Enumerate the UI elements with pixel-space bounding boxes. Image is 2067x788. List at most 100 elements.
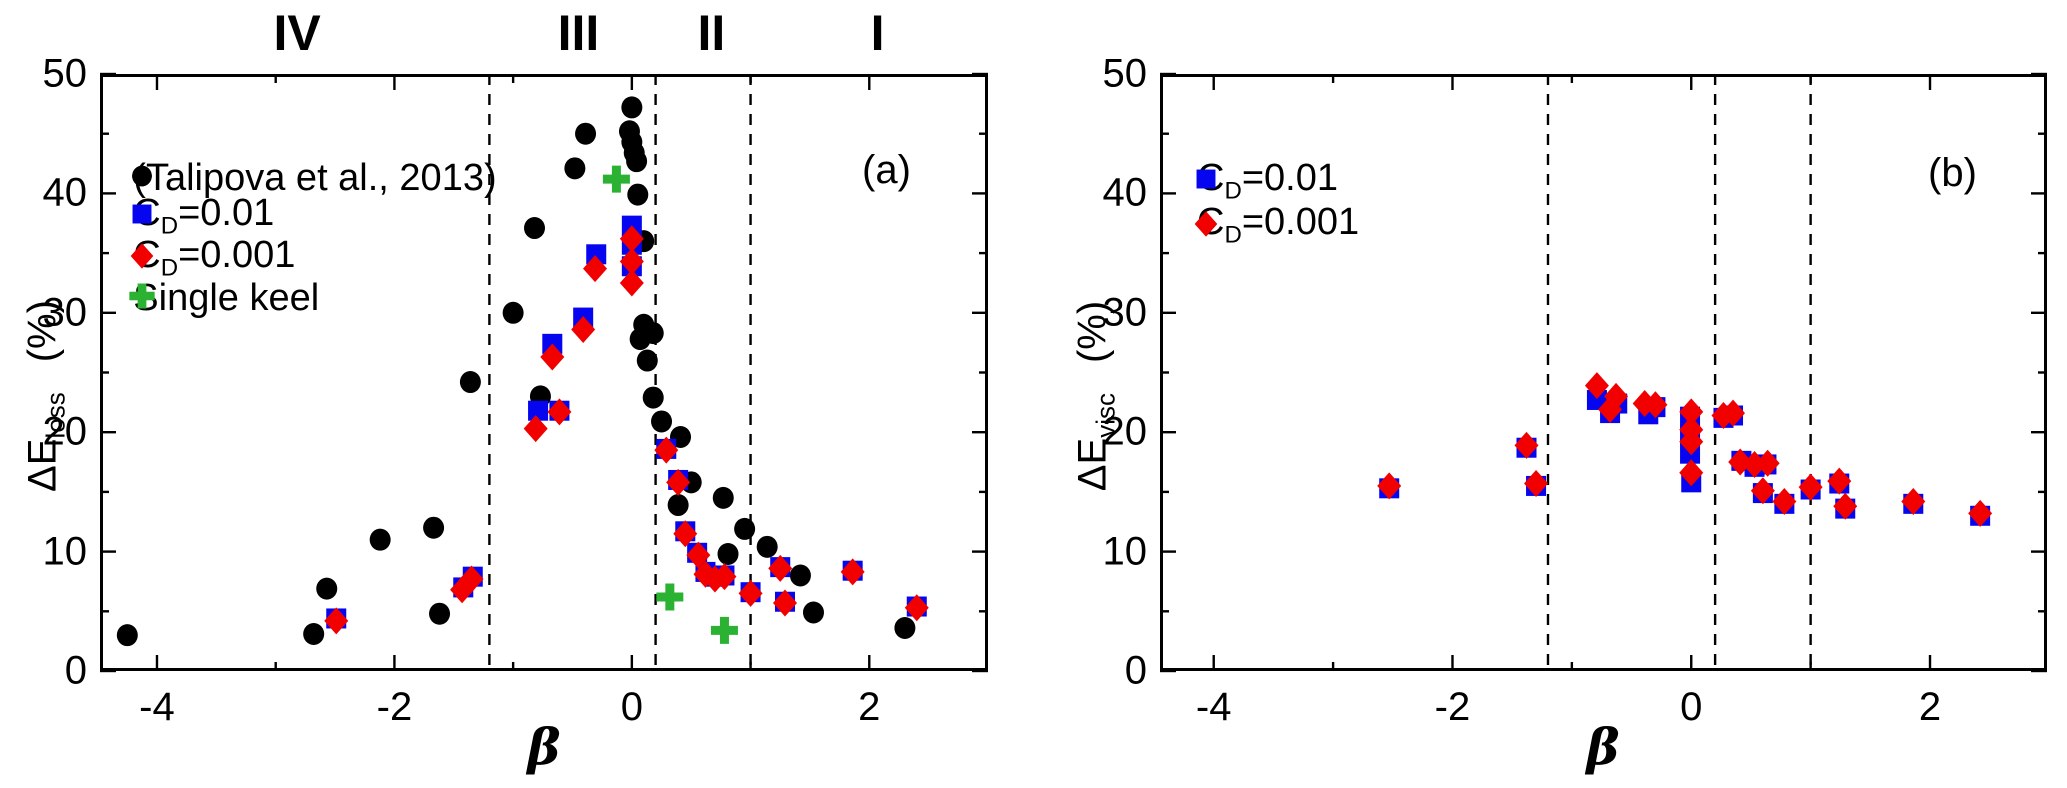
data-point-circle xyxy=(316,577,338,600)
data-point-diamond xyxy=(666,468,691,496)
data-point-circle xyxy=(524,217,546,240)
data-point-circle xyxy=(502,301,524,324)
data-point-diamond xyxy=(1827,467,1852,495)
x-axis-label-b: β xyxy=(1586,717,1620,776)
data-point-circle xyxy=(575,122,597,145)
x-tick-label: -4 xyxy=(1195,685,1232,729)
y-tick-label: 20 xyxy=(42,409,88,454)
y-tick-label: 10 xyxy=(42,529,88,574)
legend-square-icon xyxy=(132,204,152,224)
x-tick-label: 0 xyxy=(1680,685,1703,729)
data-point-diamond xyxy=(1679,398,1704,426)
data-point-circle xyxy=(712,486,734,509)
legend-label-subscript: D xyxy=(160,254,179,282)
data-point-diamond xyxy=(540,343,565,371)
y-tick-label: 40 xyxy=(1102,170,1148,215)
data-point-diamond xyxy=(571,316,596,344)
panel-label-b: (b) xyxy=(1928,151,1977,195)
plot-panel-a: -4 -2 0 2 0 10 20 30 40 50 IV III II I (Talipova et al… xyxy=(43,8,988,729)
y-tick-label: 50 xyxy=(1102,51,1148,96)
data-point-diamond xyxy=(450,576,475,604)
y-axis-label-b-unit: (%) xyxy=(1070,300,1115,364)
data-point-circle xyxy=(116,624,138,647)
data-point-diamond xyxy=(1679,459,1704,487)
data-point-diamond xyxy=(619,225,644,253)
y-tick-label: 10 xyxy=(1102,529,1148,574)
legend-label-subscript: D xyxy=(1224,221,1242,249)
data-point-diamond xyxy=(772,589,797,617)
plot-frame xyxy=(1160,74,2047,671)
data-point-diamond xyxy=(712,563,737,591)
legend-label-text: Single keel xyxy=(133,277,320,320)
legend-label: CD=0.001 xyxy=(133,236,295,281)
y-tick-label: 0 xyxy=(1124,648,1147,693)
regime-label-ii: II xyxy=(697,5,726,61)
legend-row: CD=0.001 xyxy=(127,236,295,280)
data-point-diamond xyxy=(654,436,679,464)
legend-label: CD=0.01 xyxy=(1197,159,1338,204)
data-point-circle xyxy=(627,183,649,206)
data-point-diamond xyxy=(1377,472,1402,500)
data-point-diamond xyxy=(1514,431,1539,459)
data-point-diamond xyxy=(523,415,548,443)
data-point-diamond xyxy=(459,565,484,593)
x-tick-label: -2 xyxy=(1434,685,1471,729)
data-point-circle xyxy=(626,150,648,173)
x-tick-label: -4 xyxy=(139,685,175,729)
plot-area-svg xyxy=(100,72,988,673)
y-tick-label: 40 xyxy=(42,170,88,215)
x-tick-label: 2 xyxy=(858,685,881,729)
data-point-diamond xyxy=(1524,470,1549,498)
data-point-circle xyxy=(621,96,643,119)
data-point-square xyxy=(586,244,607,265)
regime-label-iv: IV xyxy=(273,5,321,61)
plot-area-svg xyxy=(1160,72,2047,673)
data-point-diamond xyxy=(840,558,865,586)
legend-label-text: (Talipova et al., 2013) xyxy=(133,156,497,199)
plot-panel-b: -4-20201020304050CD=0.01CD=0.001 xyxy=(1103,52,2047,729)
legend-diamond-icon xyxy=(131,243,154,269)
legend-row: Single keel xyxy=(127,279,319,317)
x-axis-label-a: β xyxy=(527,717,561,776)
data-point-diamond xyxy=(1755,449,1780,477)
data-point-circle xyxy=(636,349,658,372)
legend-label-text: =0.01 xyxy=(178,191,275,234)
data-point-diamond xyxy=(619,247,644,275)
y-tick-label: 30 xyxy=(1102,290,1148,335)
data-point-diamond xyxy=(1901,487,1926,515)
data-point-circle xyxy=(459,371,481,394)
data-point-diamond xyxy=(738,579,763,607)
legend-label: CD=0.01 xyxy=(133,194,274,239)
data-point-diamond xyxy=(324,607,349,635)
diamond-marker xyxy=(1194,211,1218,237)
legend-square-icon xyxy=(1196,170,1216,189)
square-marker xyxy=(1196,170,1216,189)
legend-diamond-icon xyxy=(1194,211,1218,237)
data-point-circle xyxy=(369,528,391,551)
legend-row: CD=0.01 xyxy=(127,194,274,238)
y-axis-label-a-sub: loss xyxy=(40,392,71,439)
legend-row: CD=0.001 xyxy=(1191,203,1359,247)
legend-label-text: =0.001 xyxy=(1241,201,1360,244)
data-point-diamond xyxy=(1968,499,1993,527)
data-point-diamond xyxy=(583,255,608,283)
legend-label-subscript: D xyxy=(1224,177,1242,205)
regime-label-iii: III xyxy=(557,5,600,61)
data-point-diamond xyxy=(1833,492,1858,520)
legend-label-text: =0.001 xyxy=(178,233,296,276)
y-axis-label-a: ΔEloss (%) xyxy=(21,300,72,492)
data-point-circle xyxy=(717,542,739,565)
data-point-plus xyxy=(602,165,630,193)
y-tick-label: 0 xyxy=(64,648,87,693)
data-point-circle xyxy=(667,494,689,517)
data-point-square xyxy=(528,400,549,421)
x-tick-label: 2 xyxy=(1918,685,1942,729)
plus-marker xyxy=(129,283,155,310)
data-point-diamond xyxy=(904,594,929,622)
y-axis-label-a-main: ΔE xyxy=(20,438,65,492)
data-point-diamond xyxy=(1742,450,1767,478)
y-tick-label: 50 xyxy=(42,51,88,96)
y-axis-label-b-main: ΔE xyxy=(1070,437,1115,492)
data-point-diamond xyxy=(1798,473,1823,501)
legend-label: (Talipova et al., 2013) xyxy=(133,159,496,197)
